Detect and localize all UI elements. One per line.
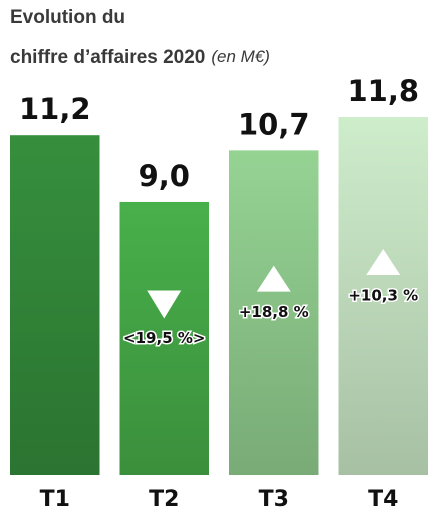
x-tick-label: T4 <box>368 487 398 511</box>
bar <box>10 135 100 476</box>
x-tick-label: T3 <box>259 487 289 511</box>
x-tick-label: T1 <box>40 487 70 511</box>
chart-subtitle: (en M€) <box>211 47 270 66</box>
up-arrow <box>366 249 401 275</box>
value-label: 10,7 <box>238 107 310 141</box>
chart-title: chiffre d’affaires 2020 (en M€) <box>10 47 270 68</box>
bar <box>338 117 428 475</box>
bar <box>229 150 319 476</box>
value-label: 11,2 <box>19 92 91 126</box>
up-arrow <box>256 265 291 292</box>
down-arrow <box>147 290 182 319</box>
change-label: <19,5 %> <box>123 329 205 347</box>
chart-title: Evolution du <box>10 7 125 28</box>
value-label: 9,0 <box>139 159 190 193</box>
change-label: +18,8 % <box>239 303 309 321</box>
chart-title-line: chiffre d’affaires 2020 <box>10 47 205 68</box>
value-label: 11,8 <box>347 74 419 108</box>
x-tick-label: T2 <box>149 487 179 511</box>
bar <box>119 201 209 475</box>
change-label: +10,3 % <box>348 287 418 305</box>
